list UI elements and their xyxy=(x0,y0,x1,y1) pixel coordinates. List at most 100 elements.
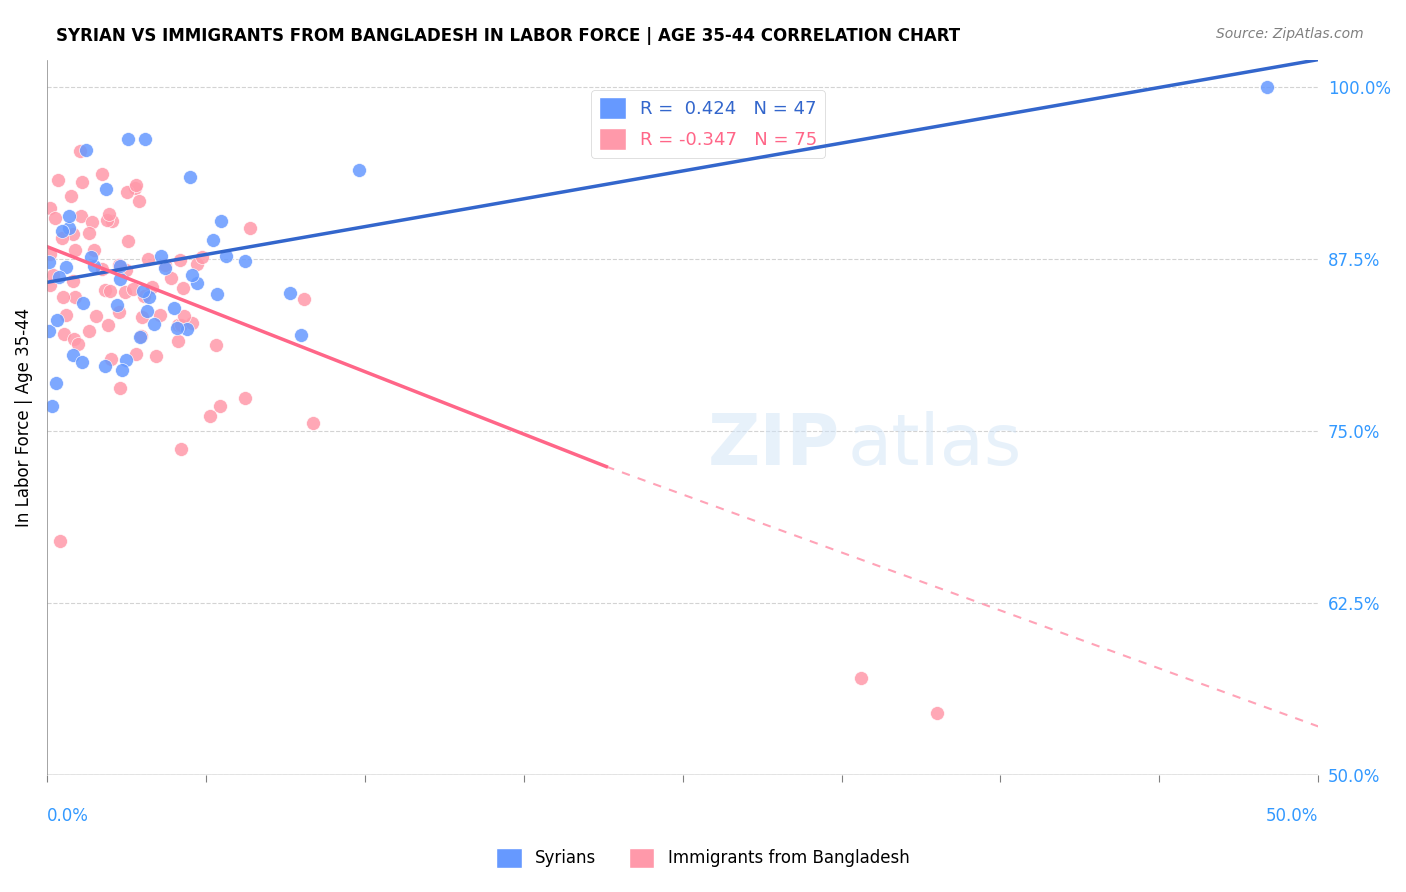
Text: SYRIAN VS IMMIGRANTS FROM BANGLADESH IN LABOR FORCE | AGE 35-44 CORRELATION CHAR: SYRIAN VS IMMIGRANTS FROM BANGLADESH IN … xyxy=(56,27,960,45)
Immigrants from Bangladesh xyxy=(128,194,150,208)
Immigrants from Bangladesh xyxy=(48,533,70,548)
Text: Source: ZipAtlas.com: Source: ZipAtlas.com xyxy=(1216,27,1364,41)
Syrians xyxy=(51,224,73,238)
Immigrants from Bangladesh xyxy=(63,290,86,304)
Syrians xyxy=(108,272,131,286)
Syrians xyxy=(138,290,160,304)
Immigrants from Bangladesh xyxy=(131,310,153,325)
Immigrants from Bangladesh xyxy=(129,329,152,343)
Immigrants from Bangladesh xyxy=(97,207,120,221)
Immigrants from Bangladesh xyxy=(110,381,132,395)
Immigrants from Bangladesh xyxy=(84,309,107,323)
Syrians xyxy=(181,268,204,282)
Immigrants from Bangladesh xyxy=(70,209,93,223)
Immigrants from Bangladesh xyxy=(167,334,190,349)
Immigrants from Bangladesh xyxy=(209,399,232,413)
Immigrants from Bangladesh xyxy=(292,293,315,307)
Immigrants from Bangladesh xyxy=(149,308,172,322)
Immigrants from Bangladesh xyxy=(925,706,948,720)
Immigrants from Bangladesh xyxy=(166,318,188,332)
Immigrants from Bangladesh xyxy=(83,243,105,257)
Immigrants from Bangladesh xyxy=(170,318,193,332)
Syrians xyxy=(38,255,60,269)
Immigrants from Bangladesh xyxy=(114,285,136,299)
Immigrants from Bangladesh xyxy=(180,316,202,330)
Immigrants from Bangladesh xyxy=(63,244,86,258)
Syrians xyxy=(96,182,118,196)
Syrians xyxy=(129,330,152,344)
Immigrants from Bangladesh xyxy=(108,258,131,272)
Immigrants from Bangladesh xyxy=(60,189,83,203)
Immigrants from Bangladesh xyxy=(153,258,176,272)
Syrians xyxy=(111,363,134,377)
Immigrants from Bangladesh xyxy=(100,284,122,298)
Immigrants from Bangladesh xyxy=(94,283,117,297)
Syrians xyxy=(75,143,97,157)
Immigrants from Bangladesh xyxy=(51,231,73,245)
Syrians xyxy=(45,313,67,327)
Immigrants from Bangladesh xyxy=(90,167,112,181)
Syrians xyxy=(105,298,128,312)
Immigrants from Bangladesh xyxy=(169,253,191,268)
Immigrants from Bangladesh xyxy=(122,282,145,296)
Syrians xyxy=(215,249,238,263)
Syrians xyxy=(62,348,84,362)
Immigrants from Bangladesh xyxy=(52,290,75,304)
Immigrants from Bangladesh xyxy=(170,442,193,456)
Syrians xyxy=(290,327,312,342)
Immigrants from Bangladesh xyxy=(145,349,167,363)
Immigrants from Bangladesh xyxy=(100,351,122,366)
Immigrants from Bangladesh xyxy=(44,211,66,225)
Immigrants from Bangladesh xyxy=(97,318,120,332)
Immigrants from Bangladesh xyxy=(132,289,155,303)
Immigrants from Bangladesh xyxy=(101,213,124,227)
Syrians xyxy=(115,353,138,368)
Immigrants from Bangladesh xyxy=(63,332,86,346)
Syrians xyxy=(83,259,105,273)
Immigrants from Bangladesh xyxy=(39,247,62,261)
Syrians xyxy=(134,132,156,146)
Syrians xyxy=(166,321,188,335)
Syrians xyxy=(72,296,94,310)
Legend: R =  0.424   N = 47, R = -0.347   N = 75: R = 0.424 N = 47, R = -0.347 N = 75 xyxy=(592,90,825,158)
Immigrants from Bangladesh xyxy=(66,336,89,351)
Syrians xyxy=(80,251,103,265)
Syrians xyxy=(153,261,176,276)
Immigrants from Bangladesh xyxy=(233,391,256,405)
Syrians xyxy=(136,303,159,318)
Syrians xyxy=(142,318,165,332)
Immigrants from Bangladesh xyxy=(159,270,181,285)
Y-axis label: In Labor Force | Age 35-44: In Labor Force | Age 35-44 xyxy=(15,308,32,526)
Syrians xyxy=(41,399,63,413)
Syrians xyxy=(38,324,60,338)
Syrians xyxy=(209,214,232,228)
Syrians xyxy=(179,169,201,184)
Immigrants from Bangladesh xyxy=(124,180,146,194)
Immigrants from Bangladesh xyxy=(80,214,103,228)
Immigrants from Bangladesh xyxy=(72,175,94,189)
Immigrants from Bangladesh xyxy=(39,277,62,292)
Syrians xyxy=(202,233,225,247)
Immigrants from Bangladesh xyxy=(79,226,101,240)
Syrians xyxy=(45,376,67,390)
Immigrants from Bangladesh xyxy=(302,416,325,430)
Immigrants from Bangladesh xyxy=(42,268,65,282)
Syrians xyxy=(149,249,172,263)
Immigrants from Bangladesh xyxy=(77,324,100,338)
Immigrants from Bangladesh xyxy=(55,308,77,322)
Immigrants from Bangladesh xyxy=(849,671,872,685)
Syrians xyxy=(70,355,93,369)
Immigrants from Bangladesh xyxy=(117,234,139,248)
Text: atlas: atlas xyxy=(848,411,1022,480)
Syrians xyxy=(233,254,256,268)
Legend: Syrians, Immigrants from Bangladesh: Syrians, Immigrants from Bangladesh xyxy=(489,841,917,875)
Immigrants from Bangladesh xyxy=(125,178,148,193)
Syrians xyxy=(1256,80,1278,95)
Immigrants from Bangladesh xyxy=(90,262,112,277)
Syrians xyxy=(94,359,117,374)
Immigrants from Bangladesh xyxy=(62,227,84,241)
Immigrants from Bangladesh xyxy=(62,274,84,288)
Syrians xyxy=(176,321,198,335)
Immigrants from Bangladesh xyxy=(136,252,159,267)
Immigrants from Bangladesh xyxy=(124,346,146,360)
